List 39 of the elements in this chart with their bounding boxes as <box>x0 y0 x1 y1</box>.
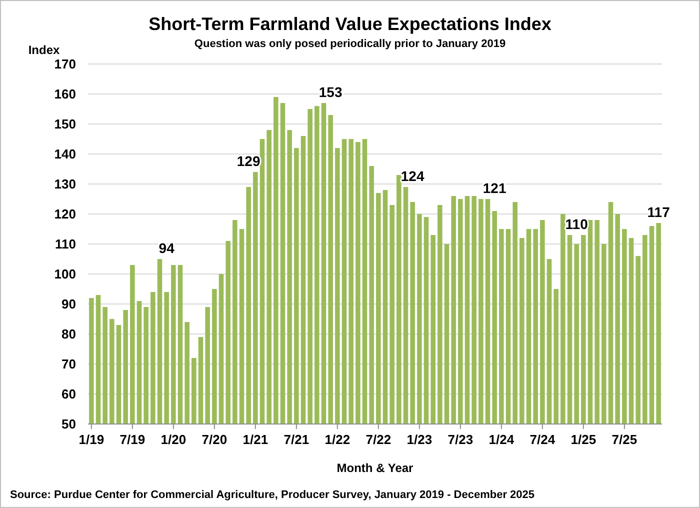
x-tick-label: 7/24 <box>530 432 556 447</box>
x-tick-label: 1/20 <box>160 432 186 447</box>
data-label: 129 <box>236 153 260 169</box>
x-tick-label: 7/23 <box>448 432 474 447</box>
x-axis-title: Month & Year <box>336 461 414 475</box>
y-tick-label: 150 <box>54 116 76 132</box>
x-tick-label: 7/22 <box>366 432 392 447</box>
data-label: 124 <box>400 168 424 184</box>
y-tick-label: 170 <box>54 56 76 72</box>
y-tick-label: 90 <box>62 296 76 312</box>
y-tick-label: 70 <box>62 356 76 372</box>
x-tick-label: 7/20 <box>202 432 228 447</box>
data-label: 94 <box>158 240 175 256</box>
x-tick-label: 1/24 <box>488 432 515 447</box>
x-tick-label: 1/25 <box>570 432 596 447</box>
y-tick-label: 130 <box>54 176 76 192</box>
source-note: Source: Purdue Center for Commercial Agriculture, Producer Survey, January 2019 - December 2025 <box>10 489 535 501</box>
y-tick-label: 110 <box>55 236 76 252</box>
chart-title: Short-Term Farmland Value Expectations Index <box>148 14 552 34</box>
y-tick-label: 160 <box>54 86 76 102</box>
x-tick-label: 1/23 <box>406 432 432 447</box>
data-label: 117 <box>647 204 670 220</box>
data-label: 153 <box>318 84 342 100</box>
x-tick-label: 1/22 <box>324 432 350 447</box>
y-axis-title: Index <box>28 43 60 57</box>
y-tick-label: 60 <box>62 386 76 402</box>
x-tick-label: 1/19 <box>78 432 104 447</box>
y-tick-label: 80 <box>62 326 76 342</box>
y-tick-label: 120 <box>54 206 76 222</box>
x-tick-label: 1/21 <box>242 432 268 447</box>
data-label: 121 <box>482 180 506 196</box>
x-tick-label: 7/19 <box>120 432 146 447</box>
y-tick-label: 50 <box>62 416 76 432</box>
chart-subtitle: Question was only posed periodically prior to January 2019 <box>194 38 506 50</box>
y-tick-label: 140 <box>54 146 76 162</box>
y-tick-label: 100 <box>54 266 76 282</box>
x-tick-label: 7/25 <box>612 432 638 447</box>
x-tick-label: 7/21 <box>284 432 310 447</box>
data-label: 110 <box>565 216 588 232</box>
